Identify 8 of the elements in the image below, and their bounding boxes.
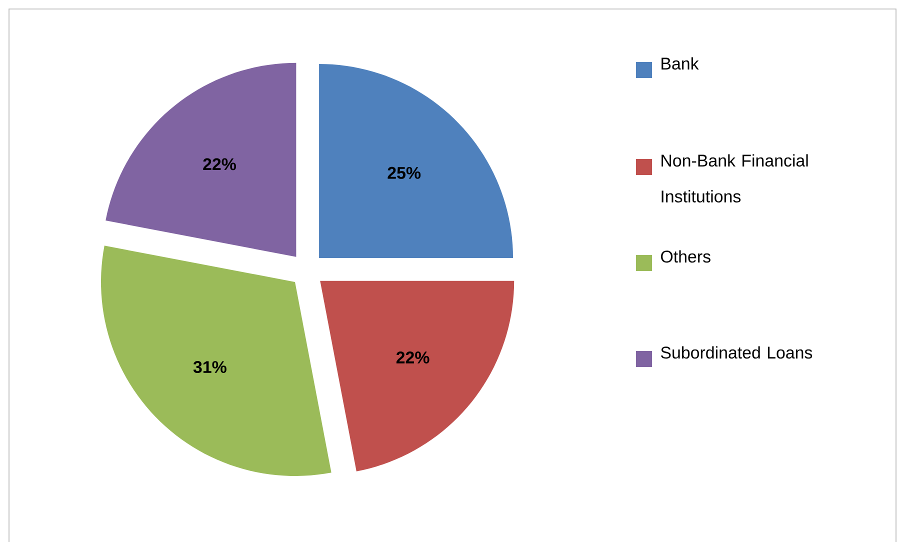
category-label: Non-Bank Financial Institutions [662, 154, 808, 202]
data-label: 31% [193, 360, 226, 373]
legend-label: Others [661, 250, 710, 262]
legend-label: Subordinated Loans [660, 346, 812, 358]
legend-label: Bank [662, 57, 699, 70]
data-label: 22% [203, 158, 236, 170]
data-label: 22% [396, 351, 430, 364]
data-label: 25% [388, 166, 421, 179]
